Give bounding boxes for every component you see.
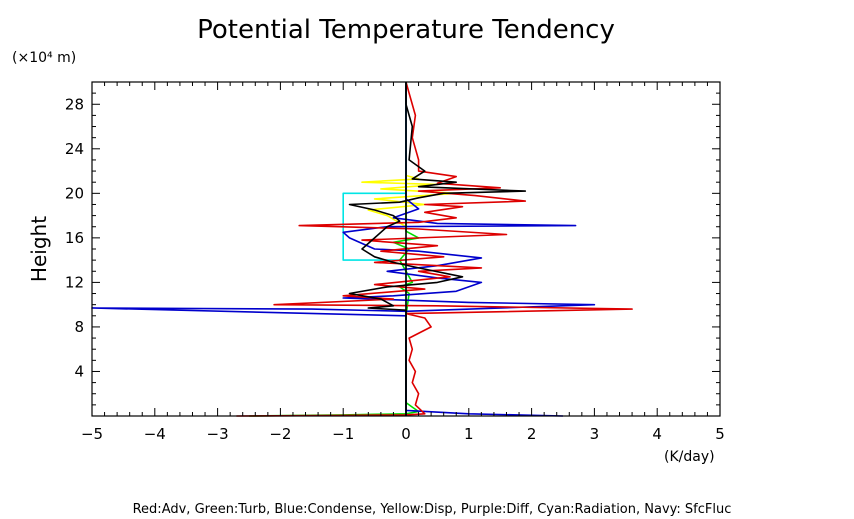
x-tick-label: −4 [144, 425, 166, 443]
y-tick-label: 28 [65, 95, 84, 113]
x-tick-label: 3 [590, 425, 600, 443]
y-axis-label: Height [27, 216, 51, 282]
y-tick-label: 20 [65, 184, 84, 202]
y-tick-label: 24 [65, 140, 84, 158]
x-tick-label: 2 [527, 425, 537, 443]
x-tick-label: 4 [652, 425, 662, 443]
y-tick-label: 4 [74, 362, 84, 380]
x-tick-label: 1 [464, 425, 474, 443]
series-line-condense [91, 82, 596, 417]
x-tick-label: 5 [715, 425, 725, 443]
y-tick-label: 8 [74, 318, 84, 336]
x-unit-label: (K/day) [664, 449, 715, 465]
x-tick-label: 0 [401, 425, 411, 443]
legend-text: Red:Adv, Green:Turb, Blue:Condense, Yell… [133, 502, 732, 517]
x-tick-label: −5 [81, 425, 103, 443]
series-layer [91, 81, 633, 417]
x-tick-label: −3 [207, 425, 229, 443]
y-unit-label: (×10⁴ m) [12, 50, 76, 66]
series-line-total [348, 82, 527, 416]
series-line-adv [236, 81, 633, 417]
series-line-turb [248, 82, 420, 417]
y-tick-label: 12 [65, 273, 84, 291]
x-tick-label: −2 [269, 425, 291, 443]
x-tick-label: −1 [332, 425, 354, 443]
chart-title: Potential Temperature Tendency [197, 15, 615, 45]
y-tick-label: 16 [65, 229, 84, 247]
